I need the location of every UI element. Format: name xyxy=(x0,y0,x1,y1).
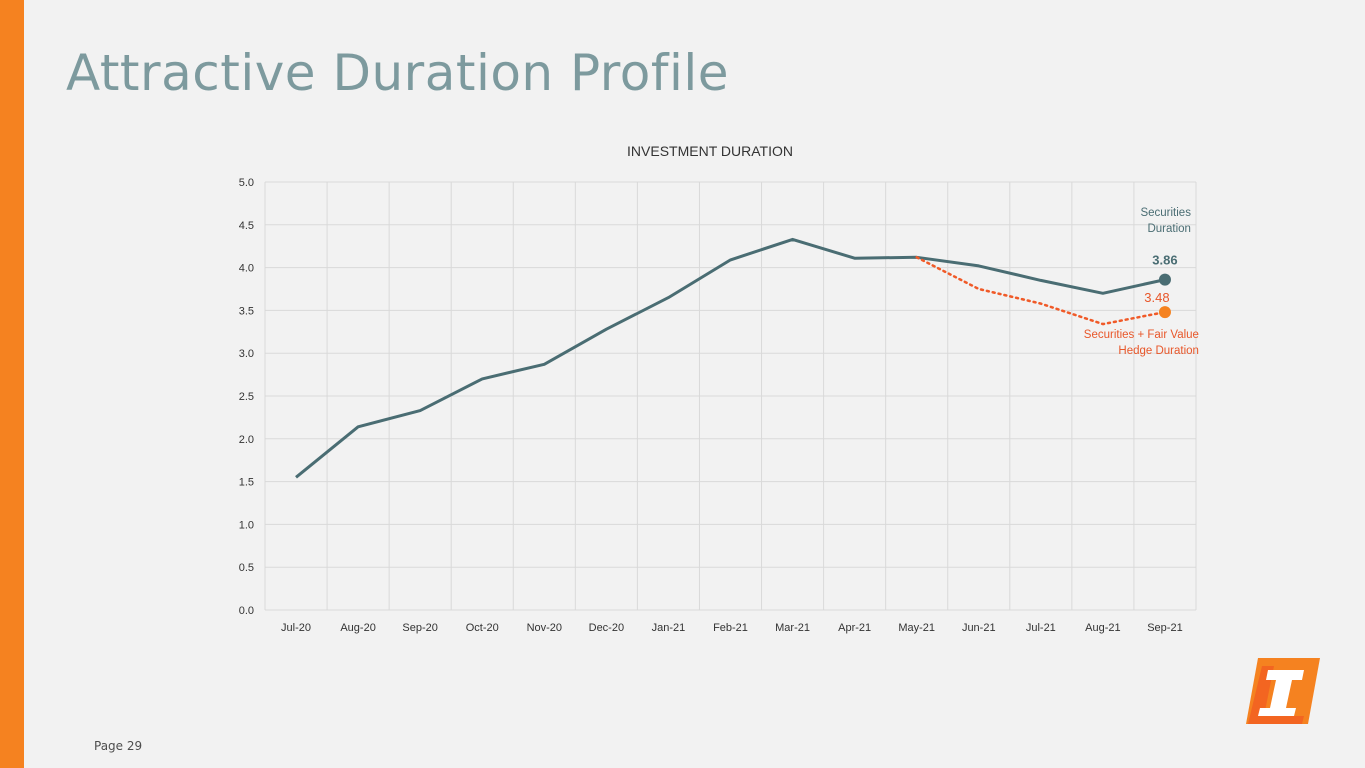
y-tick-label: 1.0 xyxy=(239,519,254,531)
page-number: Page 29 xyxy=(94,739,143,753)
x-tick-label: Jun-21 xyxy=(962,622,996,634)
chart-title: INVESTMENT DURATION xyxy=(627,143,793,159)
hedge-duration-label: Securities + Fair Value xyxy=(1084,329,1199,341)
securities-duration-label: Duration xyxy=(1147,223,1190,235)
x-tick-label: Dec-20 xyxy=(589,622,624,634)
x-tick-label: Jul-21 xyxy=(1026,622,1056,634)
x-tick-label: Apr-21 xyxy=(838,622,871,634)
y-tick-label: 1.5 xyxy=(239,477,254,489)
x-tick-label: May-21 xyxy=(898,622,935,634)
y-tick-label: 3.0 xyxy=(239,348,254,360)
hedge-duration-value: 3.48 xyxy=(1144,290,1169,305)
securities-duration-label: Securities xyxy=(1140,207,1191,219)
y-tick-label: 0.5 xyxy=(239,562,254,574)
x-tick-label: Jul-20 xyxy=(281,622,311,634)
y-tick-label: 4.0 xyxy=(239,263,254,275)
series-line-2 xyxy=(915,256,1167,326)
securities-duration-value: 3.86 xyxy=(1152,253,1177,268)
series-line-1 xyxy=(295,237,1166,479)
x-tick-label: Sep-20 xyxy=(402,622,437,634)
x-tick-label: Feb-21 xyxy=(713,622,748,634)
x-tick-label: Jan-21 xyxy=(652,622,686,634)
accent-bar xyxy=(0,0,24,768)
y-tick-label: 0.0 xyxy=(239,605,254,617)
y-tick-label: 3.5 xyxy=(239,305,254,317)
series-end-marker-2 xyxy=(1158,306,1171,319)
x-tick-label: Mar-21 xyxy=(775,622,810,634)
x-tick-label: Aug-21 xyxy=(1085,622,1120,634)
x-tick-label: Oct-20 xyxy=(466,622,499,634)
slide-title: Attractive Duration Profile xyxy=(66,44,729,102)
y-tick-label: 2.5 xyxy=(239,391,254,403)
hedge-duration-label: Hedge Duration xyxy=(1118,345,1199,357)
series-end-marker-1 xyxy=(1158,273,1171,286)
x-tick-label: Aug-20 xyxy=(340,622,375,634)
x-tick-label: Sep-21 xyxy=(1147,622,1182,634)
y-tick-label: 2.0 xyxy=(239,434,254,446)
x-tick-label: Nov-20 xyxy=(527,622,562,634)
y-tick-label: 5.0 xyxy=(239,177,254,189)
y-tick-label: 4.5 xyxy=(239,220,254,232)
company-logo-icon xyxy=(1246,658,1320,724)
